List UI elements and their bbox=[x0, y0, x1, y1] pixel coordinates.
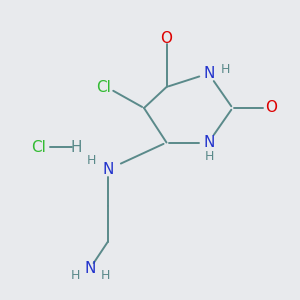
Text: H: H bbox=[220, 63, 230, 76]
Text: N: N bbox=[203, 66, 215, 81]
Text: N: N bbox=[203, 135, 215, 150]
Text: N: N bbox=[103, 162, 114, 177]
Text: Cl: Cl bbox=[32, 140, 46, 154]
Text: Cl: Cl bbox=[96, 80, 111, 94]
Text: O: O bbox=[160, 32, 172, 46]
Text: H: H bbox=[101, 268, 110, 282]
Text: H: H bbox=[204, 149, 214, 163]
Text: O: O bbox=[266, 100, 278, 116]
Text: H: H bbox=[70, 268, 80, 282]
Text: H: H bbox=[71, 140, 82, 154]
Text: N: N bbox=[85, 261, 96, 276]
Text: H: H bbox=[87, 154, 96, 167]
